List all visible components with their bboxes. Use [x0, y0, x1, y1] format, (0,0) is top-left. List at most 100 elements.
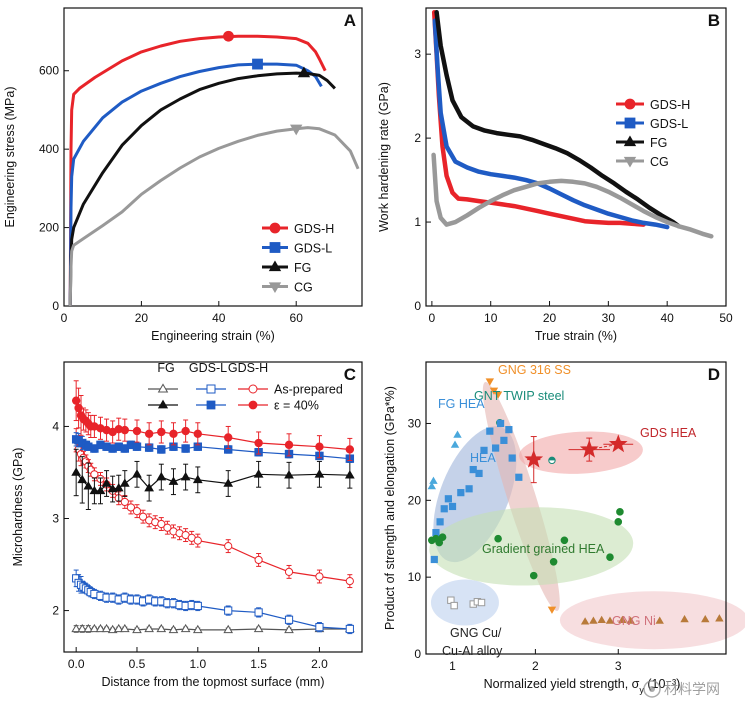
series-fg [68, 66, 336, 307]
legend-row-label: ε = 40% [274, 399, 319, 413]
annotation-fg-hea: FG HEA [438, 397, 485, 411]
group-gng-cu-cu-al-alloy [447, 596, 486, 610]
x-tick-label: 20 [543, 311, 557, 325]
legend-label: CG [650, 155, 669, 169]
data-point [315, 572, 324, 581]
x-tick-label: 0.5 [129, 657, 146, 671]
x-tick-label: 3 [615, 659, 622, 673]
data-point [524, 449, 544, 468]
data-point [83, 623, 94, 633]
y-tick-label: 3 [52, 512, 59, 526]
data-point [315, 442, 324, 451]
data-point [548, 456, 556, 465]
x-tick-label: 1.5 [250, 657, 267, 671]
panel-b: 0 10 20 30 40 50 0 1 2 3 True strain (%) Work harde… [377, 7, 733, 343]
data-point [430, 555, 438, 564]
data-point [515, 473, 523, 481]
data-point [90, 470, 99, 479]
annotation-gds-hea: GDS HEA [640, 426, 697, 440]
y-tick-label: 30 [408, 416, 422, 430]
x-tick-label: 10 [484, 311, 498, 325]
data-point [432, 528, 440, 537]
x-tick-label: 1 [449, 659, 456, 673]
data-point [284, 624, 294, 634]
group-gng-316-ss [485, 378, 557, 614]
legend-marker [157, 399, 169, 409]
series-marker [290, 124, 303, 136]
data-point [169, 429, 178, 439]
data-point [95, 485, 106, 495]
data-point [107, 624, 118, 634]
data-point [71, 396, 81, 405]
data-point [436, 518, 444, 526]
data-point [606, 553, 614, 561]
x-axis-label: Engineering strain (%) [151, 329, 275, 343]
data-point [614, 518, 623, 526]
data-point [427, 482, 437, 490]
x-tick-label: 60 [290, 311, 304, 325]
data-point [444, 495, 452, 503]
legend-column-header: GDS-H [228, 361, 268, 375]
data-point [505, 426, 513, 434]
x-axis-label-sub: y [639, 685, 644, 695]
data-point [156, 471, 167, 481]
annotation-gradient-grained-hea: Gradient grained HEA [482, 542, 605, 556]
series-line [431, 152, 714, 239]
data-point [680, 614, 689, 623]
series-fg [434, 9, 682, 229]
data-point [453, 430, 462, 438]
legend-label: FG [650, 136, 667, 150]
data-point [192, 474, 203, 484]
ellipse-gds-hea [519, 431, 643, 474]
data-point [119, 623, 130, 633]
series-line [68, 62, 323, 307]
plot-frame [63, 361, 363, 653]
y-tick-label: 400 [39, 142, 59, 156]
data-point [180, 471, 191, 481]
data-point [465, 485, 473, 493]
legend-marker [248, 384, 258, 394]
data-point [89, 485, 100, 495]
ellipses [429, 381, 745, 650]
data-point [345, 624, 354, 634]
data-point [181, 444, 190, 453]
x-axis-label-main: Normalized yield strength, σ [484, 677, 640, 691]
data-point [589, 616, 598, 624]
data-point [438, 533, 447, 541]
data-point [655, 616, 664, 624]
data-point [529, 571, 538, 580]
data-point [493, 391, 503, 399]
data-point [579, 439, 599, 458]
data-point [486, 427, 494, 435]
y-tick-label: 0 [414, 299, 421, 313]
legend-marker [206, 384, 216, 394]
data-point [113, 623, 124, 633]
data-point [492, 444, 500, 452]
group-gds-hea [524, 434, 634, 484]
data-point [113, 482, 124, 492]
data-point [254, 555, 263, 565]
data-point-half [548, 457, 556, 461]
data-point [508, 454, 516, 462]
group-gradient-grained-hea [428, 508, 624, 580]
legend-marker [248, 400, 258, 410]
series-cg [68, 124, 360, 307]
data-point [284, 567, 294, 577]
y-tick-label: 1 [414, 215, 421, 229]
data-point [157, 427, 166, 437]
y-tick-label: 2 [52, 604, 59, 618]
legend-marker [268, 282, 282, 294]
x-tick-label: 30 [602, 311, 616, 325]
series-marker [252, 58, 263, 70]
panel-letter: A [344, 11, 356, 30]
x-tick-label: 0 [429, 311, 436, 325]
y-axis-label: Product of strength and elongation (GPa*… [383, 386, 397, 630]
plot-frame [425, 361, 727, 655]
data-point [180, 623, 191, 633]
data-point [496, 419, 505, 428]
y-axis-label: Microhardness (GPa) [11, 448, 25, 567]
legend-label: GDS-L [294, 242, 332, 256]
y-tick-label: 600 [39, 64, 59, 78]
